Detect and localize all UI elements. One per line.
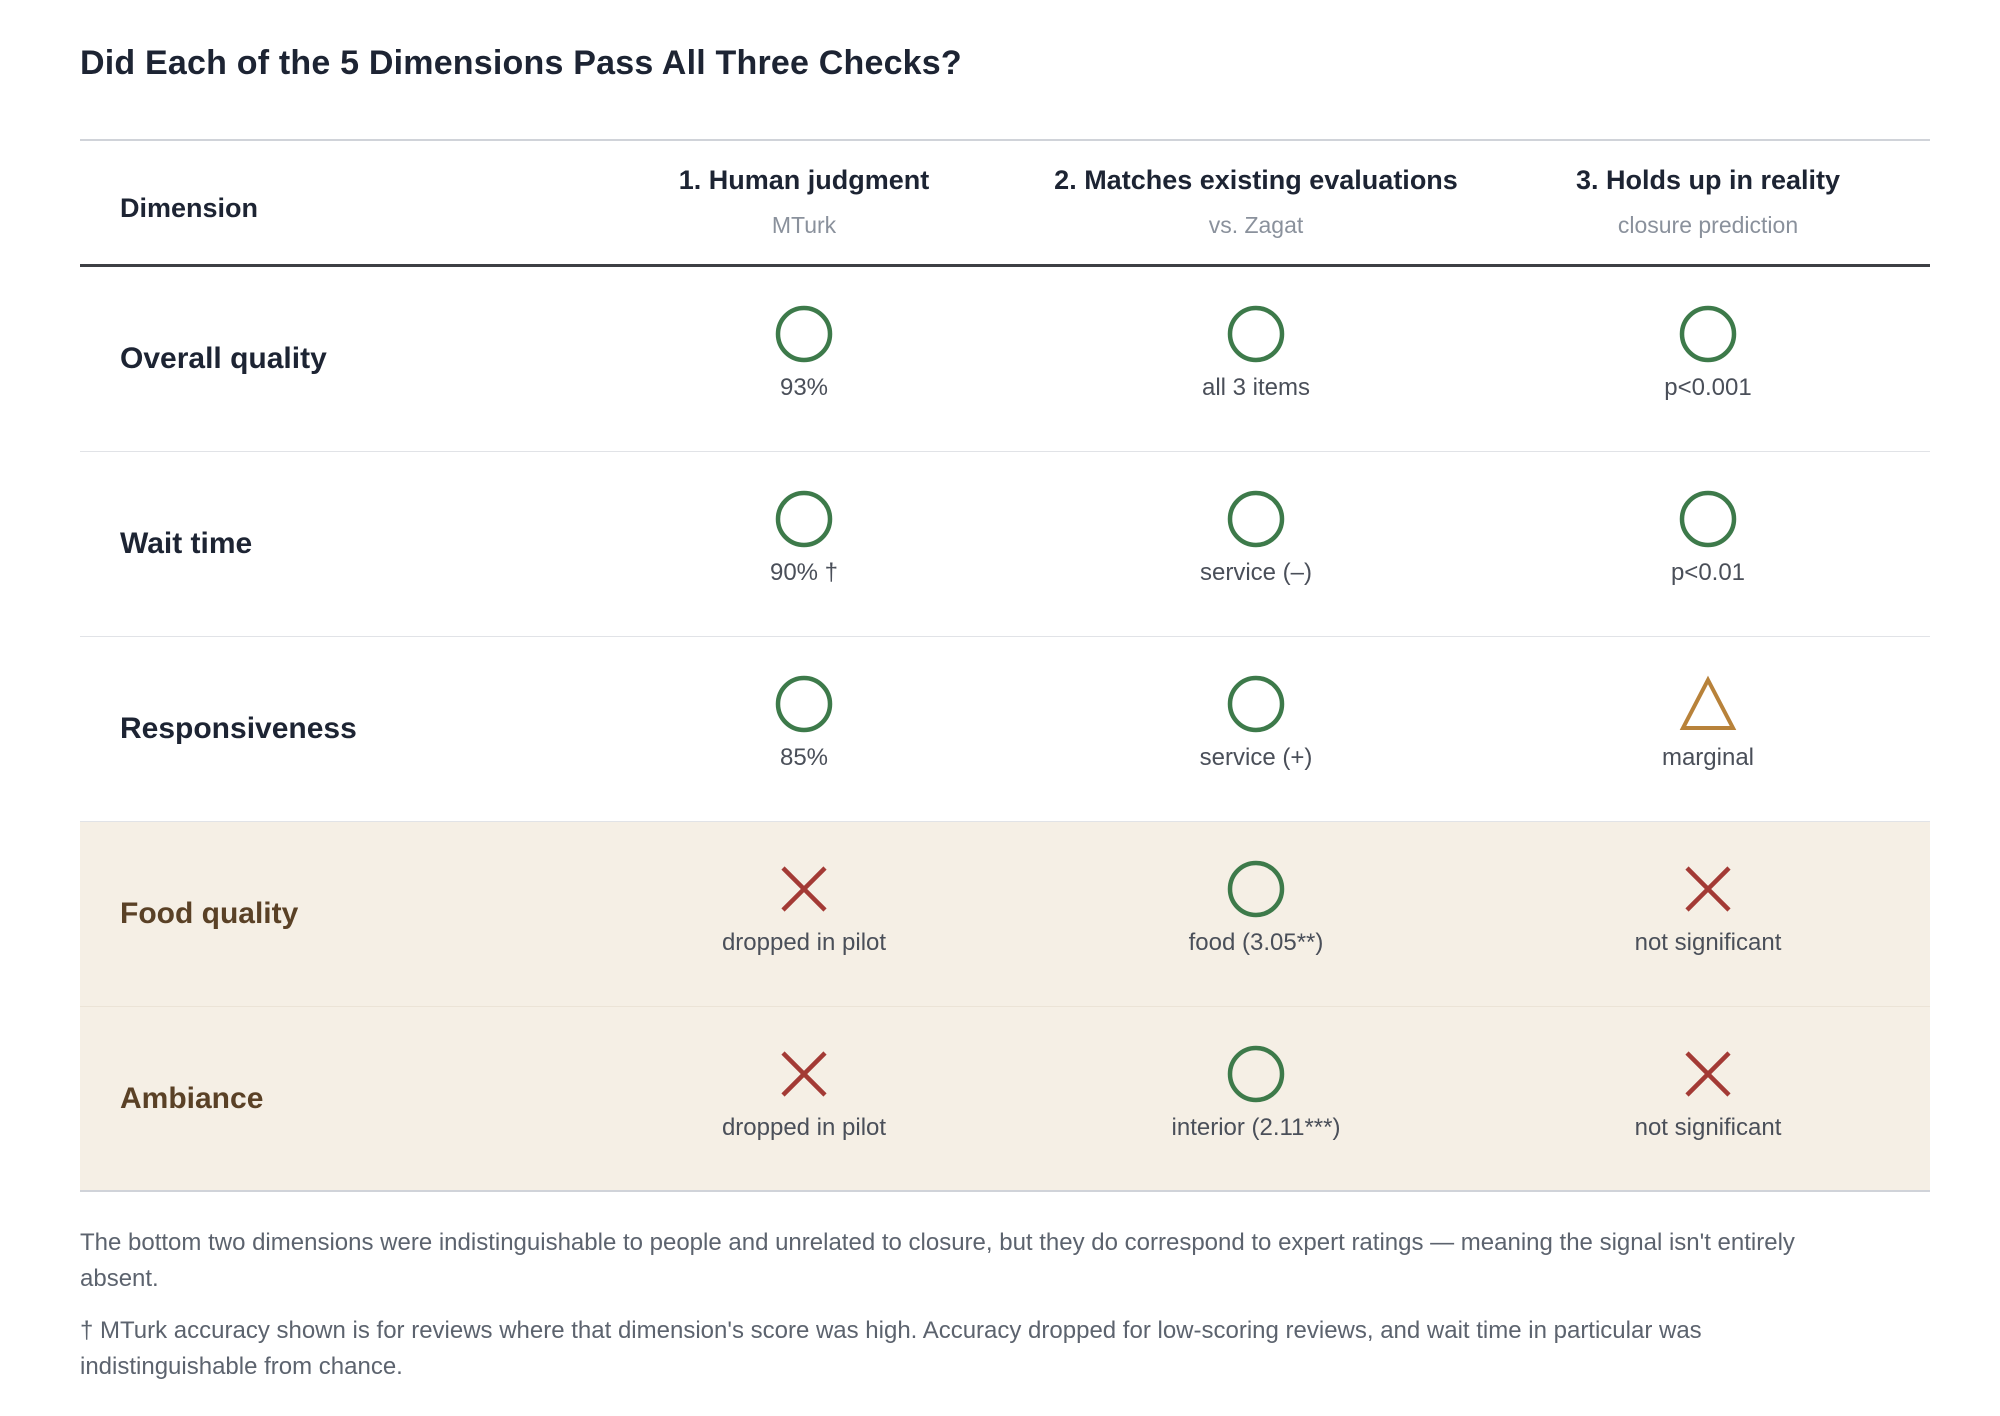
fail-cross-icon xyxy=(781,1051,827,1097)
check-cell: p<0.01 xyxy=(1482,489,1934,587)
check-cell: 93% xyxy=(578,304,1030,402)
pass-circle-icon xyxy=(1227,860,1285,918)
pass-circle-icon xyxy=(775,305,833,363)
pass-circle-icon xyxy=(1227,675,1285,733)
footnotes: The bottom two dimensions were indisting… xyxy=(80,1225,1880,1385)
header-human-judgment: 1. Human judgment MTurk xyxy=(578,165,1030,239)
check-cell: not significant xyxy=(1482,1044,1934,1142)
header-sublabel: vs. Zagat xyxy=(1208,212,1304,238)
check-cell: all 3 items xyxy=(1030,304,1482,402)
check-cell: service (+) xyxy=(1030,674,1482,772)
fail-cross-icon xyxy=(1685,1051,1731,1097)
fail-cross-icon xyxy=(1685,866,1731,912)
dimension-label: Overall quality xyxy=(120,342,327,375)
check-note: 90% † xyxy=(769,559,839,586)
pass-circle-icon xyxy=(1679,490,1737,548)
check-note: marginal xyxy=(1661,744,1755,771)
pass-circle-icon xyxy=(1227,1045,1285,1103)
check-cell: 90% † xyxy=(578,489,1030,587)
header-label: 3. Holds up in reality xyxy=(1575,165,1841,195)
check-note: not significant xyxy=(1634,1114,1782,1141)
check-cell: service (–) xyxy=(1030,489,1482,587)
table-body: Overall quality 93% all 3 items p<0.001 Wait… xyxy=(80,267,1930,1192)
check-cell: marginal xyxy=(1482,674,1934,772)
check-note: service (+) xyxy=(1199,744,1313,771)
header-label: 1. Human judgment xyxy=(678,165,930,195)
check-note: 85% xyxy=(779,744,829,771)
table-row: Ambiance dropped in pilot interior (2.11**… xyxy=(80,1007,1930,1192)
check-cell: p<0.001 xyxy=(1482,304,1934,402)
dimension-label: Food quality xyxy=(120,897,299,930)
dimension-label: Ambiance xyxy=(120,1082,264,1115)
check-note: dropped in pilot xyxy=(721,929,887,956)
header-sublabel: MTurk xyxy=(771,212,837,238)
table-row: Overall quality 93% all 3 items p<0.001 xyxy=(80,267,1930,452)
marginal-triangle-icon xyxy=(1679,675,1737,730)
dimension-label: Responsiveness xyxy=(120,712,357,745)
check-cell: food (3.05**) xyxy=(1030,859,1482,957)
check-note: p<0.01 xyxy=(1670,559,1746,586)
check-note: 93% xyxy=(779,374,829,401)
check-cell: 85% xyxy=(578,674,1030,772)
table-row: Responsiveness 85% service (+) marginal xyxy=(80,637,1930,822)
pass-circle-icon xyxy=(1227,305,1285,363)
header-dimension: Dimension xyxy=(120,193,259,223)
check-note: not significant xyxy=(1634,929,1782,956)
header-holds-up-in-reality: 3. Holds up in reality closure predictio… xyxy=(1482,165,1934,239)
header-label: 2. Matches existing evaluations xyxy=(1054,165,1458,195)
table-header: Dimension 1. Human judgment MTurk 2. Mat… xyxy=(80,141,1930,267)
dagger-footnote: † MTurk accuracy shown is for reviews wh… xyxy=(80,1317,1702,1380)
check-note: dropped in pilot xyxy=(721,1114,887,1141)
table-row: Wait time 90% † service (–) p<0.01 xyxy=(80,452,1930,637)
pass-circle-icon xyxy=(775,490,833,548)
check-cell: dropped in pilot xyxy=(578,1044,1030,1142)
check-cell: not significant xyxy=(1482,859,1934,957)
table-row: Food quality dropped in pilot food (3.05**… xyxy=(80,822,1930,1007)
check-note: service (–) xyxy=(1199,559,1313,586)
pass-circle-icon xyxy=(775,675,833,733)
pass-circle-icon xyxy=(1679,305,1737,363)
header-existing-evaluations: 2. Matches existing evaluations vs. Zaga… xyxy=(1030,165,1482,239)
fail-cross-icon xyxy=(781,866,827,912)
dimension-label: Wait time xyxy=(120,527,253,560)
check-note: food (3.05**) xyxy=(1188,929,1324,956)
check-note: all 3 items xyxy=(1201,374,1311,401)
check-note: p<0.001 xyxy=(1664,374,1752,401)
summary-note: The bottom two dimensions were indisting… xyxy=(80,1229,1795,1292)
check-note: interior (2.11***) xyxy=(1171,1114,1341,1141)
pass-circle-icon xyxy=(1227,490,1285,548)
check-cell: interior (2.11***) xyxy=(1030,1044,1482,1142)
page-title: Did Each of the 5 Dimensions Pass All Th… xyxy=(80,44,962,82)
header-sublabel: closure prediction xyxy=(1617,212,1799,238)
check-cell: dropped in pilot xyxy=(578,859,1030,957)
checks-table: Dimension 1. Human judgment MTurk 2. Mat… xyxy=(80,139,1930,1192)
